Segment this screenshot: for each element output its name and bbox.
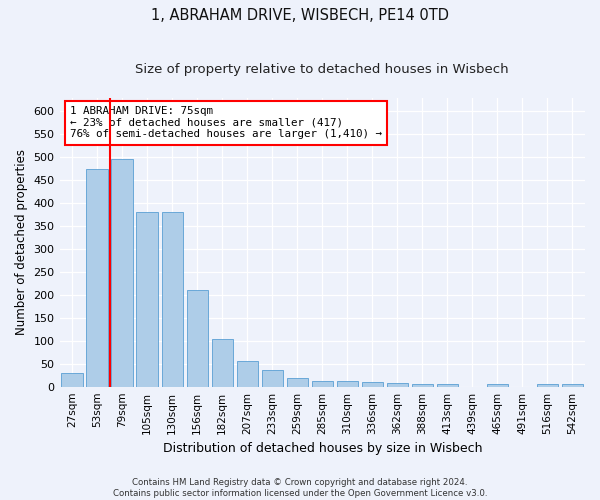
Y-axis label: Number of detached properties: Number of detached properties [15,149,28,335]
Text: 1 ABRAHAM DRIVE: 75sqm
← 23% of detached houses are smaller (417)
76% of semi-de: 1 ABRAHAM DRIVE: 75sqm ← 23% of detached… [70,106,382,140]
Bar [236,360,258,386]
Bar [487,384,508,386]
Bar [112,158,133,386]
Bar [187,290,208,386]
Bar [437,384,458,386]
Bar [362,382,383,386]
Bar [311,380,333,386]
Bar [136,212,158,386]
Bar [387,383,408,386]
Text: Contains HM Land Registry data © Crown copyright and database right 2024.
Contai: Contains HM Land Registry data © Crown c… [113,478,487,498]
Bar [562,384,583,386]
Bar [262,370,283,386]
Bar [337,381,358,386]
Bar [61,373,83,386]
Bar [537,384,558,386]
Bar [161,212,183,386]
Bar [212,339,233,386]
Text: 1, ABRAHAM DRIVE, WISBECH, PE14 0TD: 1, ABRAHAM DRIVE, WISBECH, PE14 0TD [151,8,449,22]
Title: Size of property relative to detached houses in Wisbech: Size of property relative to detached ho… [136,62,509,76]
Bar [412,384,433,386]
Bar [86,169,108,386]
X-axis label: Distribution of detached houses by size in Wisbech: Distribution of detached houses by size … [163,442,482,455]
Bar [287,378,308,386]
